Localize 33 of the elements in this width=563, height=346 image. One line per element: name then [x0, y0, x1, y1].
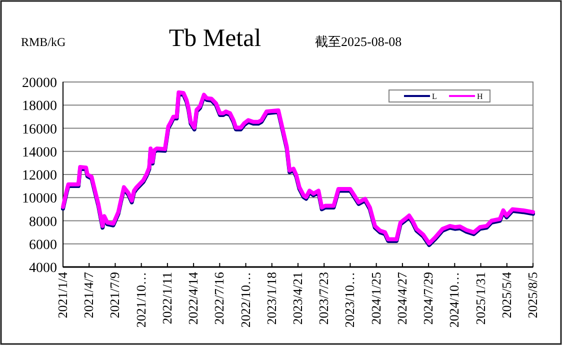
y-tick-label: 10000 [22, 192, 57, 207]
x-tick-label: 2021/4/7 [81, 272, 96, 318]
x-tick-label: 2025/1/31 [472, 272, 488, 325]
subtitle: 截至2025-08-08 [315, 34, 402, 49]
x-tick-label: 2022/7/16 [212, 272, 227, 325]
x-tick-label: 2023/1/18 [264, 272, 279, 325]
y-tick-label: 4000 [29, 261, 57, 276]
x-tick-label: 2024/1/25 [368, 272, 384, 325]
x-tick-label: 2021/1/4 [55, 272, 70, 318]
x-tick-label: 2024/4/27 [394, 272, 410, 325]
x-tick-label: 2022/10… [238, 272, 253, 328]
ylabel: RMB/kG [21, 35, 66, 49]
y-tick-label: 12000 [22, 168, 57, 184]
x-tick-label: 2024/7/29 [420, 272, 436, 325]
y-tick-label: 20000 [22, 76, 57, 91]
title: Tb Metal [168, 25, 262, 52]
x-tick-label: 2025/5/4 [498, 272, 514, 318]
x-tick-label: 2025/8/5 [525, 272, 540, 318]
x-tick-label: 2022/4/14 [186, 272, 201, 325]
x-tick-label: 2023/10… [342, 272, 358, 328]
y-tick-label: 6000 [29, 238, 57, 253]
x-tick-label: 2023/7/23 [316, 272, 332, 325]
y-tick-label: 16000 [22, 122, 57, 138]
y-tick-label: 8000 [29, 214, 57, 230]
legend-label: L [432, 92, 437, 101]
x-tick-label: 2024/10… [446, 272, 462, 328]
x-tick-label: 2021/7/9 [107, 272, 122, 318]
y-tick-label: 18000 [22, 99, 57, 114]
y-tick-label: 14000 [22, 145, 57, 160]
legend-label: H [477, 92, 483, 101]
x-tick-label: 2023/4/21 [290, 272, 305, 325]
x-tick-label: 2021/10… [133, 272, 148, 328]
x-tick-label: 2022/1/11 [159, 272, 174, 324]
